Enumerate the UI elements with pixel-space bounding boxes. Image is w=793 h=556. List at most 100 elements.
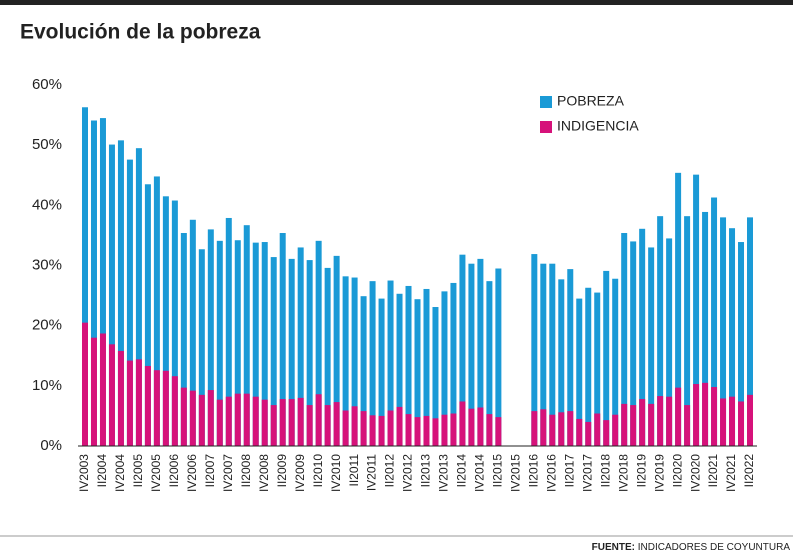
bar	[639, 399, 646, 446]
bar	[459, 401, 466, 446]
bar	[108, 344, 115, 446]
bar	[567, 269, 574, 446]
bar	[459, 254, 466, 446]
bar	[594, 413, 601, 446]
x-tick-label: II2018	[598, 454, 612, 488]
bar	[495, 417, 502, 446]
x-tick-label: IV2003	[77, 454, 91, 492]
bar	[450, 282, 457, 446]
bar	[540, 263, 547, 446]
bar	[558, 412, 565, 446]
bar	[270, 405, 277, 446]
bar	[747, 394, 753, 446]
bar	[378, 298, 385, 446]
bar	[414, 417, 421, 446]
y-tick-label: 50%	[32, 136, 62, 153]
bar	[396, 293, 403, 446]
legend-swatch	[540, 96, 552, 108]
bar	[126, 159, 133, 446]
bar	[99, 118, 106, 446]
x-tick-label: II2009	[275, 454, 289, 488]
chart-title: Evolución de la pobreza	[20, 21, 261, 44]
bar	[549, 414, 556, 446]
bar	[423, 288, 430, 446]
bar	[270, 257, 277, 446]
bar	[225, 396, 232, 446]
bar	[126, 360, 133, 446]
y-tick-label: 40%	[32, 196, 62, 213]
x-tick-label: IV2020	[688, 454, 702, 492]
bar	[135, 148, 142, 447]
bar	[198, 394, 205, 446]
bar	[720, 398, 727, 446]
bar	[216, 240, 223, 446]
bar	[180, 233, 187, 446]
bar	[738, 242, 745, 446]
y-tick-label: 0%	[40, 437, 62, 454]
x-tick-label: II2012	[383, 454, 397, 488]
x-tick-label: II2015	[491, 454, 505, 488]
bar	[729, 228, 736, 446]
bar	[82, 107, 88, 447]
bar	[171, 376, 178, 446]
bar	[360, 411, 367, 446]
x-tick-label: IV2015	[509, 454, 523, 492]
bar	[558, 279, 565, 446]
bar	[405, 414, 412, 446]
x-tick-label: II2013	[419, 454, 433, 488]
bar	[162, 196, 169, 446]
bar	[342, 410, 349, 446]
bar	[630, 241, 637, 446]
bar	[117, 140, 124, 446]
bar	[144, 365, 151, 446]
bar	[243, 225, 250, 446]
bar	[144, 184, 151, 446]
bar	[234, 393, 241, 446]
x-tick-label: IV2014	[473, 454, 487, 492]
x-tick-label: II2016	[526, 454, 540, 488]
bar	[585, 287, 592, 446]
bar	[351, 277, 358, 446]
bar	[603, 270, 610, 446]
bar	[648, 247, 655, 446]
x-tick-label: IV2018	[616, 454, 630, 492]
bar	[531, 411, 538, 446]
bar	[252, 396, 259, 446]
bar	[567, 411, 574, 446]
x-tick-label: II2017	[562, 454, 576, 488]
bar	[207, 229, 214, 446]
x-tick-label: IV2007	[221, 454, 235, 492]
bar	[82, 322, 88, 446]
x-tick-label: II2021	[706, 454, 720, 488]
bar	[351, 406, 358, 446]
bar	[405, 285, 412, 446]
bar	[99, 333, 106, 446]
bar	[180, 387, 187, 446]
bar	[369, 281, 376, 446]
bar	[468, 263, 475, 446]
bar	[324, 267, 331, 446]
x-tick-label: IV2009	[293, 454, 307, 492]
x-tick-label: II2010	[311, 454, 325, 488]
x-tick-label: IV2019	[652, 454, 666, 492]
bar	[387, 410, 394, 446]
bar	[486, 281, 493, 446]
bar	[621, 403, 628, 446]
x-tick-label: II2004	[95, 454, 109, 488]
bar	[711, 387, 718, 446]
bar	[207, 390, 214, 446]
bar	[702, 211, 709, 446]
bar	[657, 396, 664, 446]
bar	[216, 399, 223, 446]
x-tick-label: IV2010	[329, 454, 343, 492]
bar	[585, 421, 592, 446]
bar	[396, 406, 403, 446]
source: FUENTE: INDICADORES DE COYUNTURA	[592, 542, 791, 553]
bar	[684, 216, 691, 446]
x-tick-label: IV2011	[365, 454, 379, 491]
bar	[432, 307, 439, 446]
bar	[747, 217, 753, 446]
bar	[306, 260, 313, 446]
bar	[261, 242, 268, 446]
bar	[243, 393, 250, 446]
